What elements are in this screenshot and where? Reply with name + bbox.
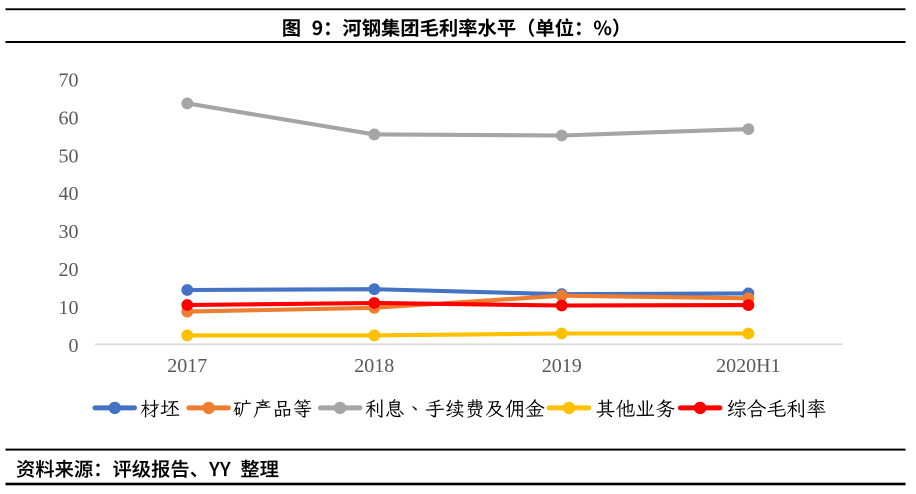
svg-text:2019: 2019: [542, 355, 582, 377]
svg-text:30: 30: [59, 221, 79, 243]
svg-text:60: 60: [59, 107, 79, 129]
svg-text:0: 0: [69, 335, 79, 357]
svg-text:50: 50: [59, 145, 79, 167]
svg-text:40: 40: [59, 183, 79, 205]
svg-text:2020H1: 2020H1: [716, 355, 780, 377]
svg-text:2018: 2018: [354, 355, 394, 377]
svg-text:70: 70: [59, 69, 79, 91]
svg-text:10: 10: [59, 297, 79, 319]
svg-text:2017: 2017: [167, 355, 207, 377]
svg-text:20: 20: [59, 259, 79, 281]
